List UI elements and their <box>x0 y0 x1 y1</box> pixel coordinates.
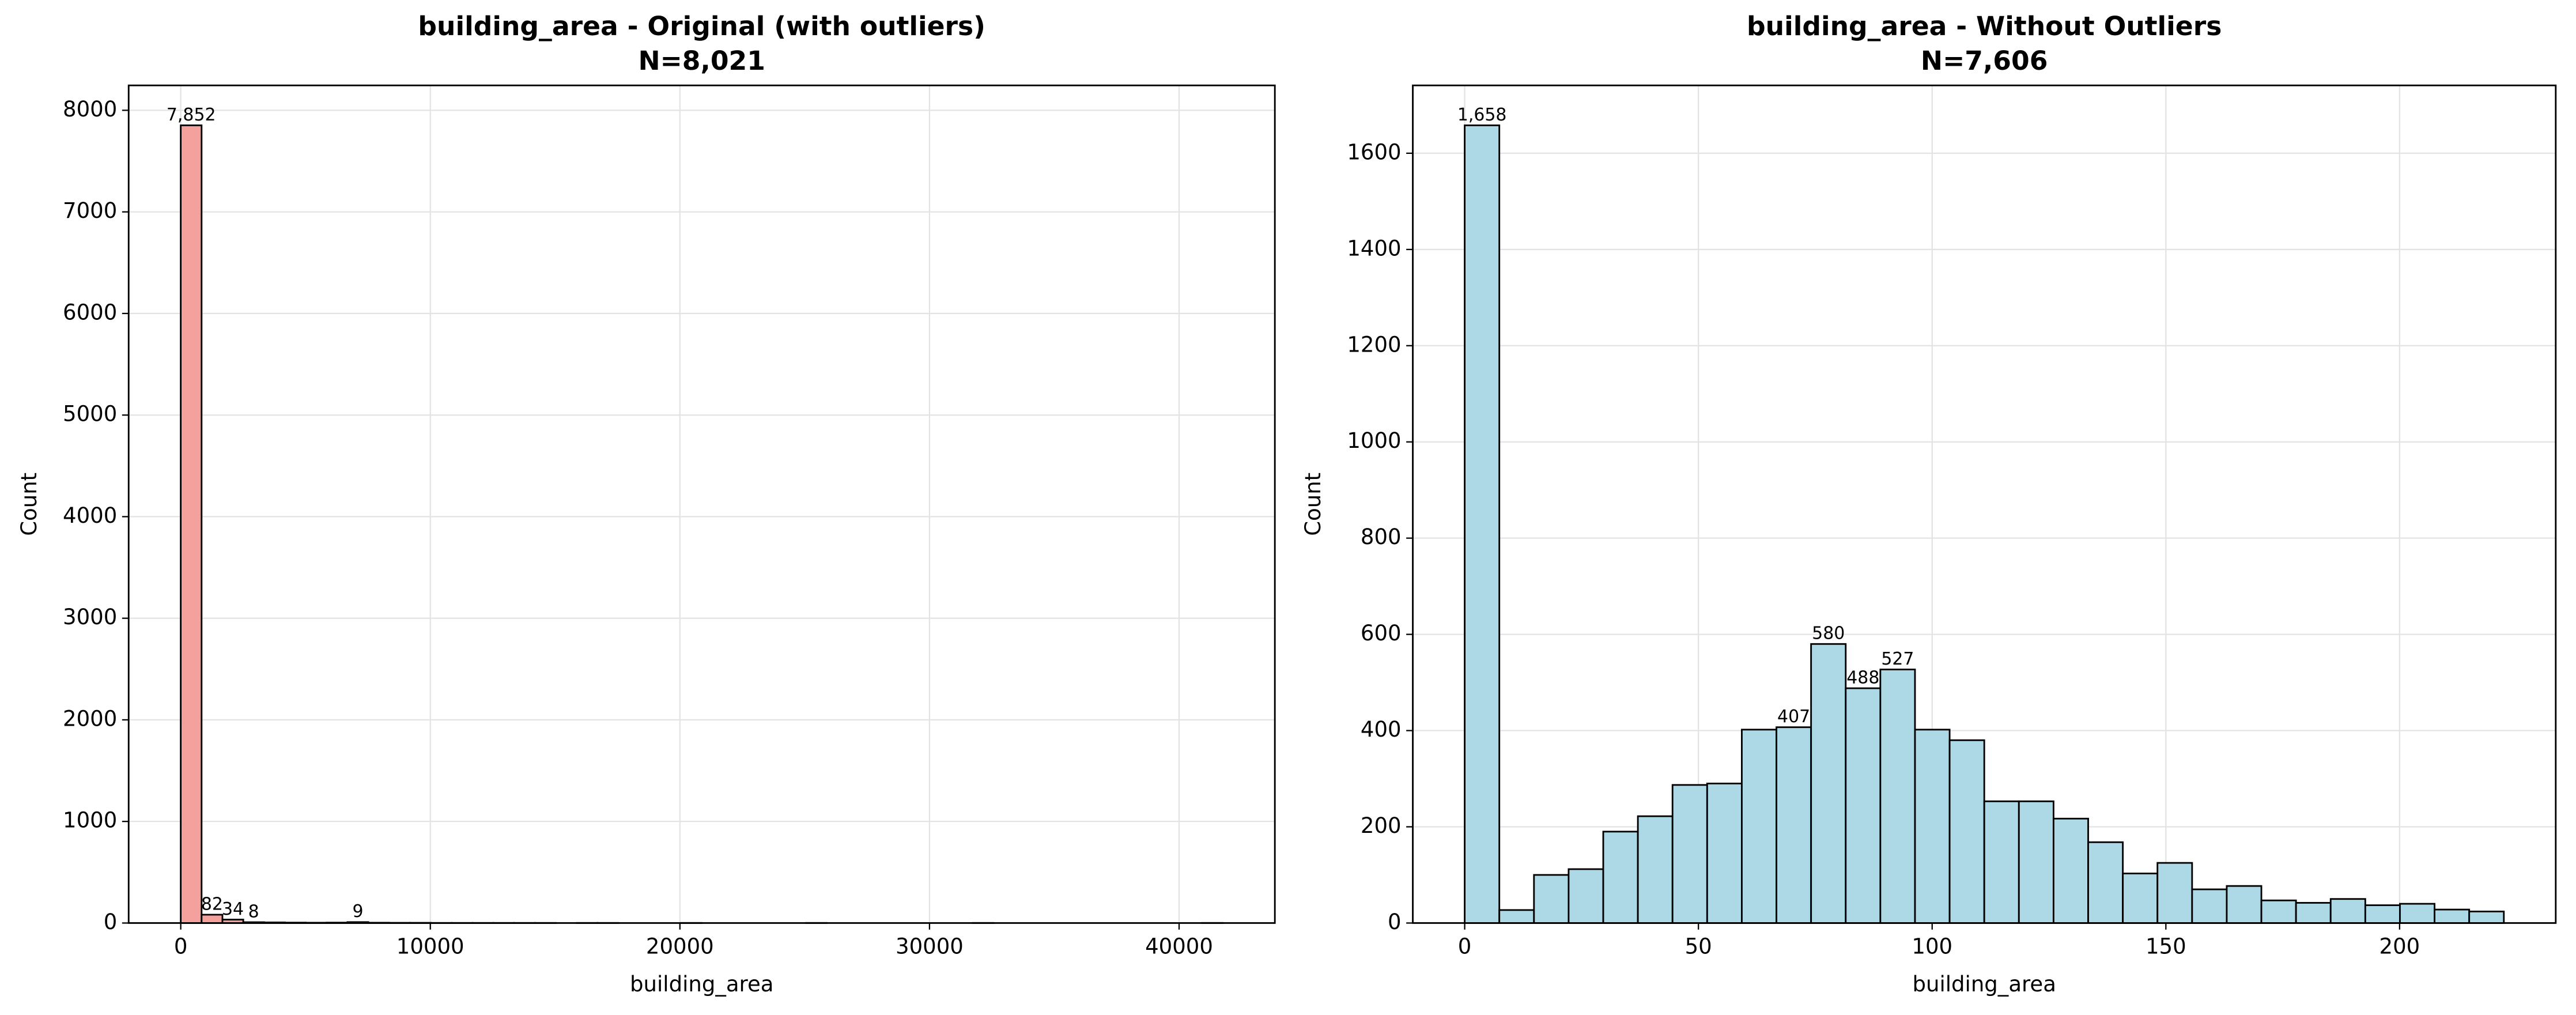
bar <box>1498 909 1535 924</box>
data-label: 7,852 <box>167 105 216 125</box>
y-tick-label: 400 <box>1361 717 1402 742</box>
y-tick-label: 1600 <box>1347 139 1401 164</box>
data-label: 407 <box>1777 707 1810 727</box>
x-tick-label: 0 <box>1458 934 1472 959</box>
bar <box>2260 899 2297 924</box>
y-tick-label: 0 <box>1388 910 1402 934</box>
y-tick-label: 1000 <box>1347 428 1401 453</box>
bar <box>1706 782 1743 924</box>
bar <box>1637 815 1674 924</box>
bar <box>1741 729 1777 924</box>
bar <box>1671 784 1708 924</box>
bar <box>1602 831 1639 924</box>
x-tick-label: 50 <box>1685 934 1712 959</box>
bar <box>2399 903 2435 924</box>
y-tick-label: 1000 <box>63 808 117 833</box>
x-axis-label: building_area <box>630 972 773 997</box>
chart-title: building_area - Original (with outliers) <box>418 11 985 41</box>
y-tick-label: 1200 <box>1347 332 1401 357</box>
plot-frame <box>1412 84 2557 924</box>
y-tick-label: 600 <box>1361 621 1402 646</box>
data-label: 9 <box>353 901 364 922</box>
y-tick-label: 0 <box>104 910 118 934</box>
bar <box>2018 800 2054 924</box>
data-label: 34 <box>222 899 244 919</box>
x-tick-label: 100 <box>1912 934 1952 959</box>
bar <box>1845 687 1882 924</box>
y-tick-label: 800 <box>1361 525 1402 549</box>
bar <box>2295 901 2332 924</box>
chart-title: building_area - Without Outliers <box>1747 11 2222 41</box>
y-tick-label: 7000 <box>63 198 117 223</box>
bar <box>2122 873 2159 924</box>
chart-subtitle: N=7,606 <box>1921 46 2048 76</box>
bar <box>2052 817 2089 924</box>
chart-subtitle: N=8,021 <box>638 46 765 76</box>
bar <box>180 124 203 924</box>
bar <box>2087 841 2124 924</box>
x-tick-label: 150 <box>2146 934 2186 959</box>
bar <box>201 914 224 924</box>
x-tick-label: 200 <box>2379 934 2420 959</box>
y-tick-label: 1400 <box>1347 236 1401 261</box>
bar <box>2226 885 2263 924</box>
y-tick-label: 3000 <box>63 605 117 629</box>
y-tick-label: 200 <box>1361 813 1402 838</box>
data-label: 580 <box>1812 624 1845 644</box>
bar <box>1776 726 1812 924</box>
y-tick-label: 4000 <box>63 503 117 528</box>
bar <box>1464 124 1501 924</box>
bar <box>2468 910 2505 924</box>
bar <box>2364 904 2401 924</box>
x-tick-label: 30000 <box>896 934 964 959</box>
bar <box>2191 888 2228 924</box>
x-tick-label: 20000 <box>646 934 714 959</box>
bar <box>2329 898 2366 924</box>
bar <box>1879 669 1916 924</box>
bar <box>2156 862 2193 924</box>
x-tick-label: 10000 <box>396 934 464 959</box>
y-tick-label: 8000 <box>63 97 117 122</box>
y-tick-label: 5000 <box>63 402 117 427</box>
x-tick-label: 40000 <box>1145 934 1213 959</box>
data-label: 527 <box>1881 649 1914 669</box>
data-label: 8 <box>248 901 259 922</box>
y-tick-label: 2000 <box>63 706 117 731</box>
bar <box>1533 874 1570 924</box>
bar <box>1948 739 1985 924</box>
x-tick-label: 0 <box>174 934 188 959</box>
x-axis-label: building_area <box>1912 972 2056 997</box>
bar <box>1810 643 1847 924</box>
y-tick-label: 6000 <box>63 300 117 325</box>
data-label: 82 <box>201 894 223 914</box>
bar <box>2434 908 2471 924</box>
bar <box>1914 729 1951 924</box>
bar <box>1567 868 1604 924</box>
data-label: 488 <box>1846 667 1879 688</box>
plot-frame <box>127 84 1276 924</box>
data-label: 1,658 <box>1457 105 1507 125</box>
y-axis-label: Count <box>1301 473 1325 536</box>
bar <box>1983 800 2020 924</box>
y-axis-label: Count <box>17 473 41 536</box>
